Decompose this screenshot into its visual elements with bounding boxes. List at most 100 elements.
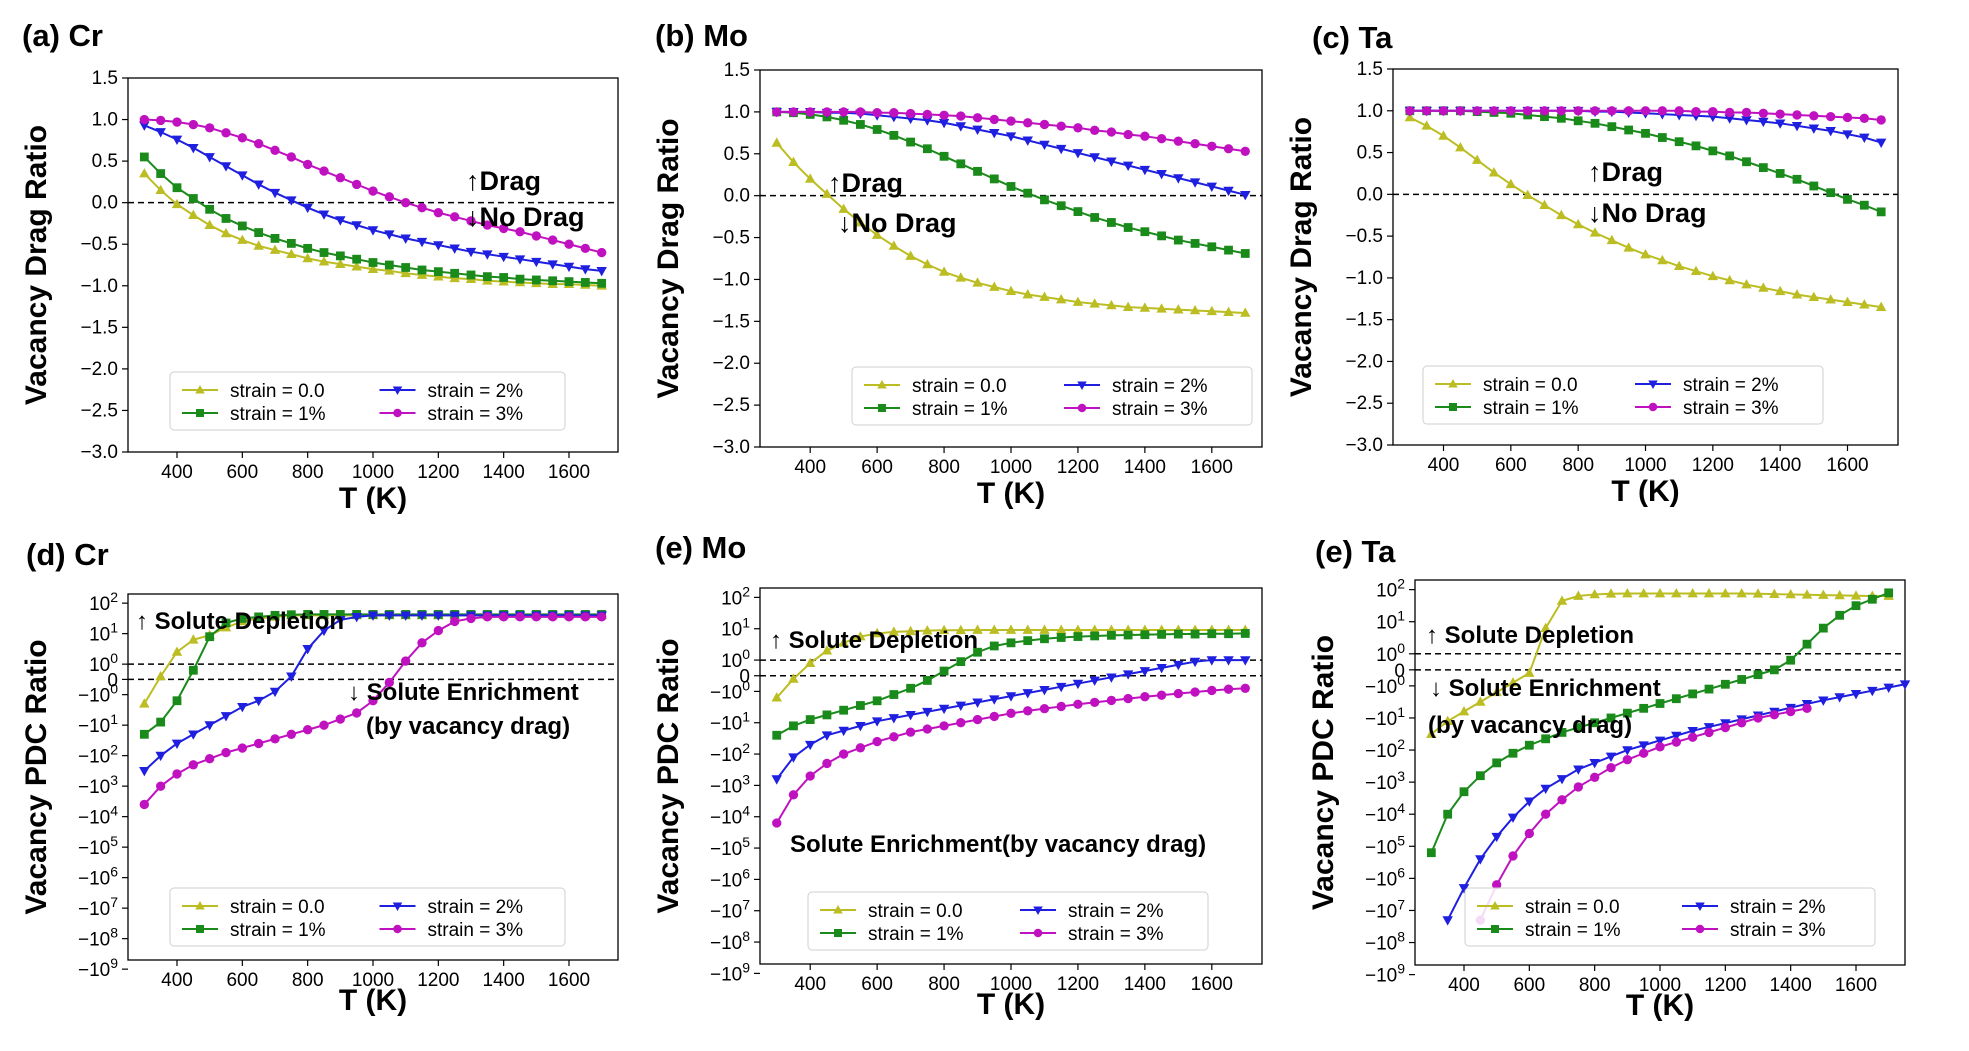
data-point xyxy=(1654,587,1666,598)
data-point xyxy=(821,731,833,741)
data-point xyxy=(1106,695,1117,706)
data-point xyxy=(922,724,933,734)
data-point xyxy=(822,758,832,769)
data-point xyxy=(1691,141,1701,151)
data-point xyxy=(318,626,330,637)
data-point xyxy=(188,730,199,740)
data-point xyxy=(821,188,833,198)
data-point xyxy=(1173,235,1183,245)
data-point xyxy=(1157,629,1166,639)
data-point xyxy=(1475,696,1486,706)
data-point xyxy=(1039,624,1050,634)
data-point xyxy=(1507,813,1519,823)
data-point xyxy=(1573,106,1583,116)
data-point xyxy=(1671,731,1682,742)
data-point xyxy=(1736,587,1747,598)
data-point xyxy=(1826,188,1836,198)
data-point xyxy=(872,696,882,706)
data-point xyxy=(906,137,915,147)
data-point xyxy=(838,107,849,117)
data-point xyxy=(417,638,427,648)
data-point xyxy=(1859,299,1870,309)
y-tick-label: −2.0 xyxy=(80,359,118,380)
data-point xyxy=(772,107,782,117)
legend-marker xyxy=(834,929,842,937)
data-point xyxy=(922,676,932,685)
y-tick-label: −1.5 xyxy=(1345,310,1383,331)
data-point xyxy=(1508,851,1518,861)
data-point xyxy=(1056,633,1066,642)
data-point xyxy=(1106,157,1117,167)
data-point xyxy=(955,624,967,635)
data-point xyxy=(384,230,395,240)
data-point xyxy=(1223,144,1234,154)
data-point xyxy=(1673,260,1685,271)
data-point xyxy=(318,210,330,220)
y-tick-label: −3.0 xyxy=(80,442,118,463)
data-point xyxy=(1491,880,1502,890)
data-point xyxy=(580,265,591,275)
data-point xyxy=(1724,107,1735,118)
data-point xyxy=(1622,708,1632,718)
x-tick-label: 800 xyxy=(292,462,324,483)
data-point xyxy=(1006,116,1016,126)
data-point xyxy=(888,626,900,636)
y-tick-label: −3.0 xyxy=(712,437,750,458)
data-point xyxy=(856,120,865,129)
data-point xyxy=(1835,610,1845,620)
data-point xyxy=(1421,120,1432,130)
data-point xyxy=(1073,632,1083,641)
data-point xyxy=(1240,249,1250,258)
data-point xyxy=(400,234,411,244)
data-point xyxy=(838,637,849,647)
y-tick-label: 0 xyxy=(1394,661,1405,682)
data-point xyxy=(1590,718,1600,728)
data-point xyxy=(871,717,883,727)
series-1 xyxy=(772,107,1250,258)
legend-label: strain = 1% xyxy=(1525,920,1621,941)
data-point xyxy=(482,272,492,282)
data-point xyxy=(188,665,198,675)
data-point xyxy=(1671,737,1682,747)
x-tick-label: 1400 xyxy=(1124,457,1166,478)
data-point xyxy=(1190,239,1200,248)
annotation-no-drag: ↓No Drag xyxy=(838,208,957,238)
data-point xyxy=(220,227,232,238)
data-point xyxy=(905,108,916,119)
data-point xyxy=(1850,690,1862,700)
data-point xyxy=(1123,693,1133,704)
data-point xyxy=(1687,726,1698,737)
data-point xyxy=(1605,752,1617,762)
data-point xyxy=(1883,683,1894,693)
data-point xyxy=(1140,227,1150,237)
legend-label: strain = 0.0 xyxy=(912,376,1007,397)
legend-label: strain = 0.0 xyxy=(230,897,325,918)
data-point xyxy=(171,198,183,209)
data-point xyxy=(580,612,591,622)
legend-marker xyxy=(1490,901,1500,910)
data-point xyxy=(1556,113,1566,123)
data-point xyxy=(221,128,231,138)
data-point xyxy=(1459,787,1469,797)
y-tick-label: 1.5 xyxy=(92,68,118,89)
y-tick-label: 0.0 xyxy=(92,193,118,214)
data-point xyxy=(318,256,330,266)
data-point xyxy=(482,612,493,622)
data-point xyxy=(1122,670,1134,680)
data-point xyxy=(856,701,865,710)
data-point xyxy=(482,220,493,230)
legend: strain = 0.0 strain = 2% strain = 1% strain… xyxy=(169,371,566,431)
data-point xyxy=(1753,670,1763,680)
data-point xyxy=(1540,622,1551,632)
data-point xyxy=(433,267,443,277)
data-point xyxy=(1792,110,1802,120)
data-point xyxy=(1006,708,1016,719)
x-tick-label: 400 xyxy=(794,974,826,995)
x-tick-label: 1200 xyxy=(417,970,459,991)
data-point xyxy=(1106,673,1117,683)
data-point xyxy=(1022,136,1033,146)
x-tick-label: 1600 xyxy=(548,462,590,483)
data-point xyxy=(498,252,509,263)
data-point xyxy=(1455,142,1466,152)
